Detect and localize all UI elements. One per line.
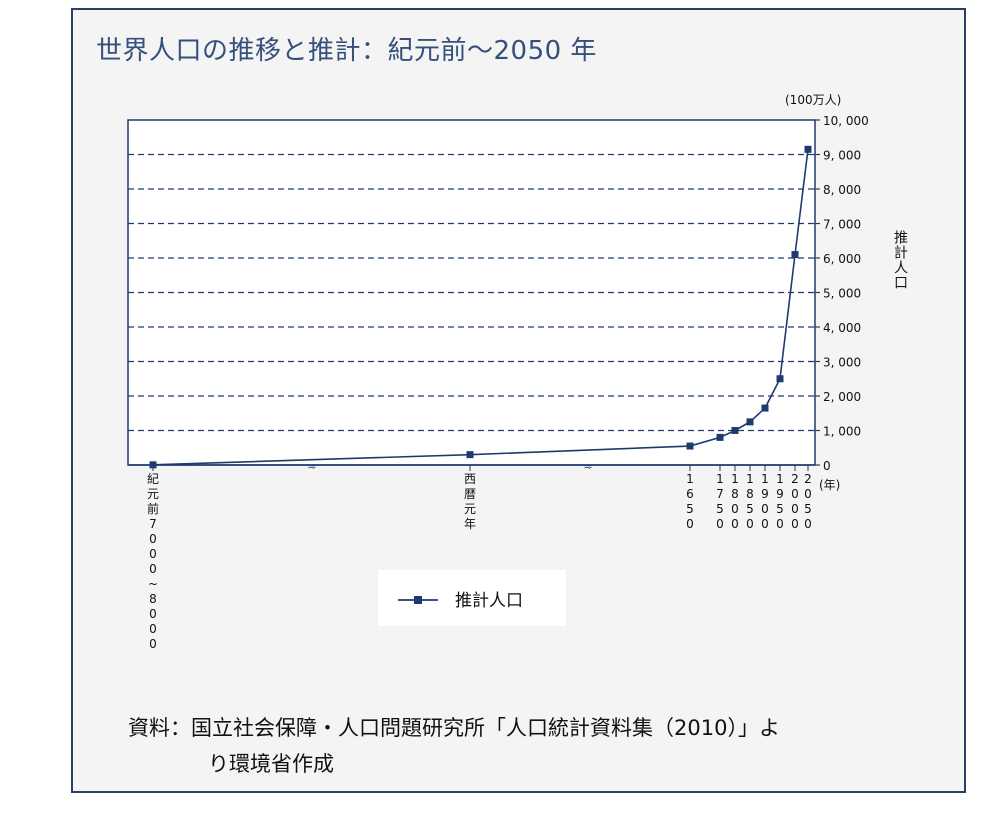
legend-marker [414,596,422,604]
y-tick-label: 7, 000 [823,218,861,232]
y-axis-label: 推計人口 [892,230,908,290]
y-tick-label: 4, 000 [823,321,861,335]
data-point [686,442,694,450]
y-tick-label: 8, 000 [823,183,861,197]
x-unit-label: (年) [819,478,840,492]
data-point [746,418,754,426]
y-tick-label: 10, 000 [823,114,869,128]
data-point [791,251,799,259]
x-tick-label: 西暦元年 [464,472,476,531]
y-tick-label: 9, 000 [823,149,861,163]
y-tick-label: 2, 000 [823,390,861,404]
y-unit-label: (100万人) [785,93,841,107]
x-tick-label: 紀元前 7 0 0 0 ~8 0 0 0 [147,472,159,651]
y-tick-label: 1, 000 [823,425,861,439]
data-point [731,427,739,434]
axis-break-mark: ≈ [583,460,592,473]
legend-label: 推計人口 [455,591,523,611]
data-point [149,461,157,469]
data-point [804,145,812,153]
source-note-line1: 資料：国立社会保障・人口問題研究所「人口統計資料集（2010）」よ [128,716,780,740]
series-line [152,149,809,466]
source-note-line2: り環境省作成 [208,752,334,776]
data-point [466,451,474,459]
data-point [716,433,724,441]
axis-break-mark: ≈ [307,460,316,473]
y-tick-label: 3, 000 [823,356,861,370]
y-tick-label: 6, 000 [823,252,861,266]
legend-box [378,570,566,626]
y-tick-label: 0 [823,459,831,473]
page-title: 世界人口の推移と推計：紀元前〜2050 年 [96,36,597,66]
y-tick-label: 5, 000 [823,287,861,301]
data-point [761,404,769,412]
data-point [776,375,784,383]
